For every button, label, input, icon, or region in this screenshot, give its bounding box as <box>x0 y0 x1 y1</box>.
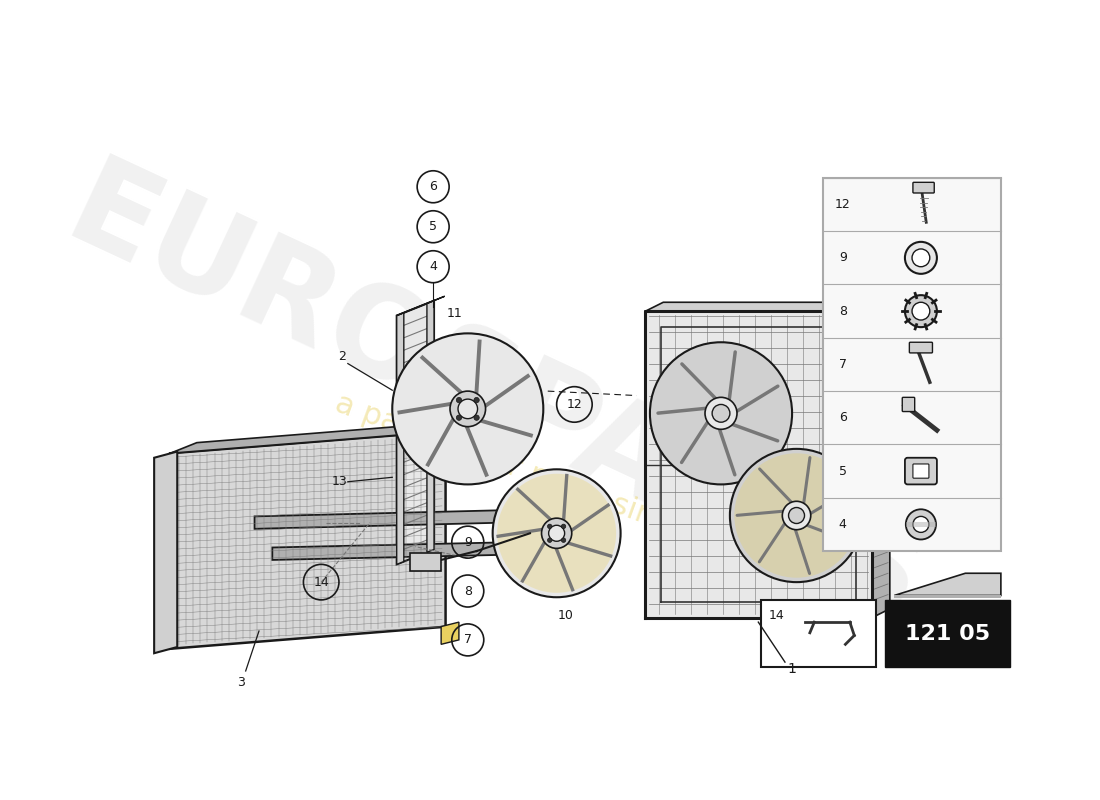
Circle shape <box>735 454 859 578</box>
Circle shape <box>474 398 480 402</box>
FancyBboxPatch shape <box>913 464 928 478</box>
Polygon shape <box>646 311 872 618</box>
Polygon shape <box>397 301 434 564</box>
FancyArrowPatch shape <box>803 458 810 505</box>
Text: 9: 9 <box>464 536 472 549</box>
Polygon shape <box>170 431 446 649</box>
FancyArrowPatch shape <box>719 428 735 474</box>
Polygon shape <box>273 540 594 560</box>
Circle shape <box>548 524 552 529</box>
Circle shape <box>561 524 565 529</box>
FancyArrowPatch shape <box>795 529 810 574</box>
Polygon shape <box>170 421 472 454</box>
Text: 2: 2 <box>338 350 345 363</box>
Text: 11: 11 <box>447 307 462 320</box>
Circle shape <box>789 507 804 523</box>
FancyBboxPatch shape <box>410 553 441 570</box>
FancyArrowPatch shape <box>806 525 850 542</box>
Polygon shape <box>894 574 1001 595</box>
Text: 3: 3 <box>238 676 245 689</box>
Circle shape <box>456 398 462 402</box>
FancyBboxPatch shape <box>761 600 877 666</box>
Polygon shape <box>397 296 444 315</box>
Polygon shape <box>894 595 1001 598</box>
FancyBboxPatch shape <box>902 398 915 411</box>
Circle shape <box>456 415 462 420</box>
Circle shape <box>561 538 565 542</box>
FancyArrowPatch shape <box>759 522 785 562</box>
FancyArrowPatch shape <box>736 386 778 412</box>
Text: 12: 12 <box>566 398 582 411</box>
FancyArrowPatch shape <box>658 408 707 413</box>
Circle shape <box>650 342 792 485</box>
Circle shape <box>450 391 485 426</box>
Text: 10: 10 <box>558 609 573 622</box>
FancyArrowPatch shape <box>810 490 850 514</box>
Circle shape <box>730 449 864 582</box>
Circle shape <box>905 295 937 327</box>
FancyArrowPatch shape <box>682 364 716 399</box>
Text: EUROSPARES: EUROSPARES <box>48 149 940 651</box>
Circle shape <box>497 474 616 593</box>
FancyArrowPatch shape <box>682 421 708 462</box>
Text: 9: 9 <box>839 251 847 264</box>
Circle shape <box>541 518 572 548</box>
Text: 13: 13 <box>332 475 348 488</box>
Circle shape <box>913 516 928 532</box>
FancyArrowPatch shape <box>760 469 792 503</box>
FancyBboxPatch shape <box>905 522 936 527</box>
Circle shape <box>393 334 543 485</box>
Text: 5: 5 <box>838 465 847 478</box>
Circle shape <box>548 538 552 542</box>
FancyArrowPatch shape <box>737 511 784 515</box>
Text: 7: 7 <box>838 358 847 371</box>
Text: 8: 8 <box>838 305 847 318</box>
FancyBboxPatch shape <box>823 178 1001 551</box>
FancyBboxPatch shape <box>886 600 1010 666</box>
Circle shape <box>493 470 620 598</box>
Circle shape <box>905 242 937 274</box>
Polygon shape <box>427 301 434 552</box>
Text: 8: 8 <box>464 585 472 598</box>
Text: 121 05: 121 05 <box>905 624 990 644</box>
Circle shape <box>905 510 936 539</box>
Polygon shape <box>441 622 459 644</box>
Circle shape <box>474 415 480 420</box>
Polygon shape <box>646 302 890 311</box>
Text: 14: 14 <box>769 610 785 622</box>
Text: 14: 14 <box>314 576 329 589</box>
Circle shape <box>912 249 930 266</box>
Polygon shape <box>872 302 890 618</box>
Polygon shape <box>154 451 177 654</box>
Circle shape <box>712 405 730 422</box>
Text: 4: 4 <box>839 518 847 531</box>
Circle shape <box>705 398 737 430</box>
Circle shape <box>912 302 930 320</box>
Text: 7: 7 <box>464 634 472 646</box>
Text: 1: 1 <box>788 662 796 676</box>
Text: 4: 4 <box>429 260 437 274</box>
Circle shape <box>782 502 811 530</box>
Circle shape <box>458 399 477 418</box>
Text: 12: 12 <box>835 198 850 211</box>
Circle shape <box>549 526 564 542</box>
FancyBboxPatch shape <box>905 458 937 485</box>
Text: a passion for parts since1985: a passion for parts since1985 <box>331 389 764 570</box>
FancyArrowPatch shape <box>729 352 735 401</box>
FancyArrowPatch shape <box>732 424 778 441</box>
Polygon shape <box>397 313 404 564</box>
Text: 6: 6 <box>429 180 437 194</box>
FancyBboxPatch shape <box>913 182 934 193</box>
Text: 5: 5 <box>429 220 437 234</box>
Text: 6: 6 <box>839 411 847 424</box>
Polygon shape <box>254 507 612 529</box>
FancyBboxPatch shape <box>910 342 933 353</box>
